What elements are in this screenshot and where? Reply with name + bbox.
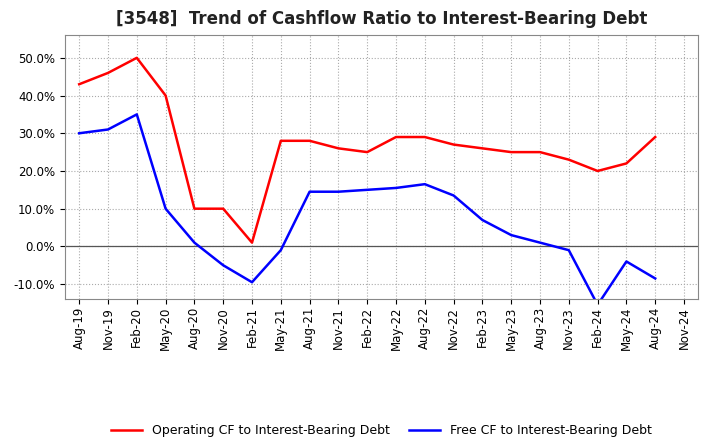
Operating CF to Interest-Bearing Debt	[75, 81, 84, 87]
Operating CF to Interest-Bearing Debt	[219, 206, 228, 211]
Operating CF to Interest-Bearing Debt	[478, 146, 487, 151]
Operating CF to Interest-Bearing Debt	[564, 157, 573, 162]
Operating CF to Interest-Bearing Debt	[622, 161, 631, 166]
Operating CF to Interest-Bearing Debt	[651, 134, 660, 139]
Free CF to Interest-Bearing Debt	[593, 302, 602, 308]
Free CF to Interest-Bearing Debt	[564, 248, 573, 253]
Free CF to Interest-Bearing Debt	[449, 193, 458, 198]
Operating CF to Interest-Bearing Debt	[507, 150, 516, 155]
Operating CF to Interest-Bearing Debt	[420, 134, 429, 139]
Operating CF to Interest-Bearing Debt	[161, 93, 170, 98]
Free CF to Interest-Bearing Debt	[622, 259, 631, 264]
Operating CF to Interest-Bearing Debt	[132, 55, 141, 60]
Free CF to Interest-Bearing Debt	[536, 240, 544, 245]
Free CF to Interest-Bearing Debt	[363, 187, 372, 192]
Free CF to Interest-Bearing Debt	[420, 182, 429, 187]
Operating CF to Interest-Bearing Debt	[593, 169, 602, 174]
Free CF to Interest-Bearing Debt	[276, 248, 285, 253]
Free CF to Interest-Bearing Debt	[478, 217, 487, 223]
Operating CF to Interest-Bearing Debt	[536, 150, 544, 155]
Free CF to Interest-Bearing Debt	[132, 112, 141, 117]
Operating CF to Interest-Bearing Debt	[305, 138, 314, 143]
Free CF to Interest-Bearing Debt	[75, 131, 84, 136]
Free CF to Interest-Bearing Debt	[161, 206, 170, 211]
Line: Operating CF to Interest-Bearing Debt: Operating CF to Interest-Bearing Debt	[79, 58, 655, 242]
Title: [3548]  Trend of Cashflow Ratio to Interest-Bearing Debt: [3548] Trend of Cashflow Ratio to Intere…	[116, 10, 647, 28]
Operating CF to Interest-Bearing Debt	[334, 146, 343, 151]
Operating CF to Interest-Bearing Debt	[104, 70, 112, 76]
Free CF to Interest-Bearing Debt	[507, 232, 516, 238]
Free CF to Interest-Bearing Debt	[392, 185, 400, 191]
Line: Free CF to Interest-Bearing Debt: Free CF to Interest-Bearing Debt	[79, 114, 655, 305]
Operating CF to Interest-Bearing Debt	[190, 206, 199, 211]
Free CF to Interest-Bearing Debt	[104, 127, 112, 132]
Free CF to Interest-Bearing Debt	[190, 240, 199, 245]
Operating CF to Interest-Bearing Debt	[392, 134, 400, 139]
Legend: Operating CF to Interest-Bearing Debt, Free CF to Interest-Bearing Debt: Operating CF to Interest-Bearing Debt, F…	[111, 424, 652, 437]
Free CF to Interest-Bearing Debt	[305, 189, 314, 194]
Operating CF to Interest-Bearing Debt	[248, 240, 256, 245]
Free CF to Interest-Bearing Debt	[248, 279, 256, 285]
Free CF to Interest-Bearing Debt	[334, 189, 343, 194]
Operating CF to Interest-Bearing Debt	[276, 138, 285, 143]
Free CF to Interest-Bearing Debt	[219, 263, 228, 268]
Operating CF to Interest-Bearing Debt	[449, 142, 458, 147]
Free CF to Interest-Bearing Debt	[651, 276, 660, 281]
Operating CF to Interest-Bearing Debt	[363, 150, 372, 155]
